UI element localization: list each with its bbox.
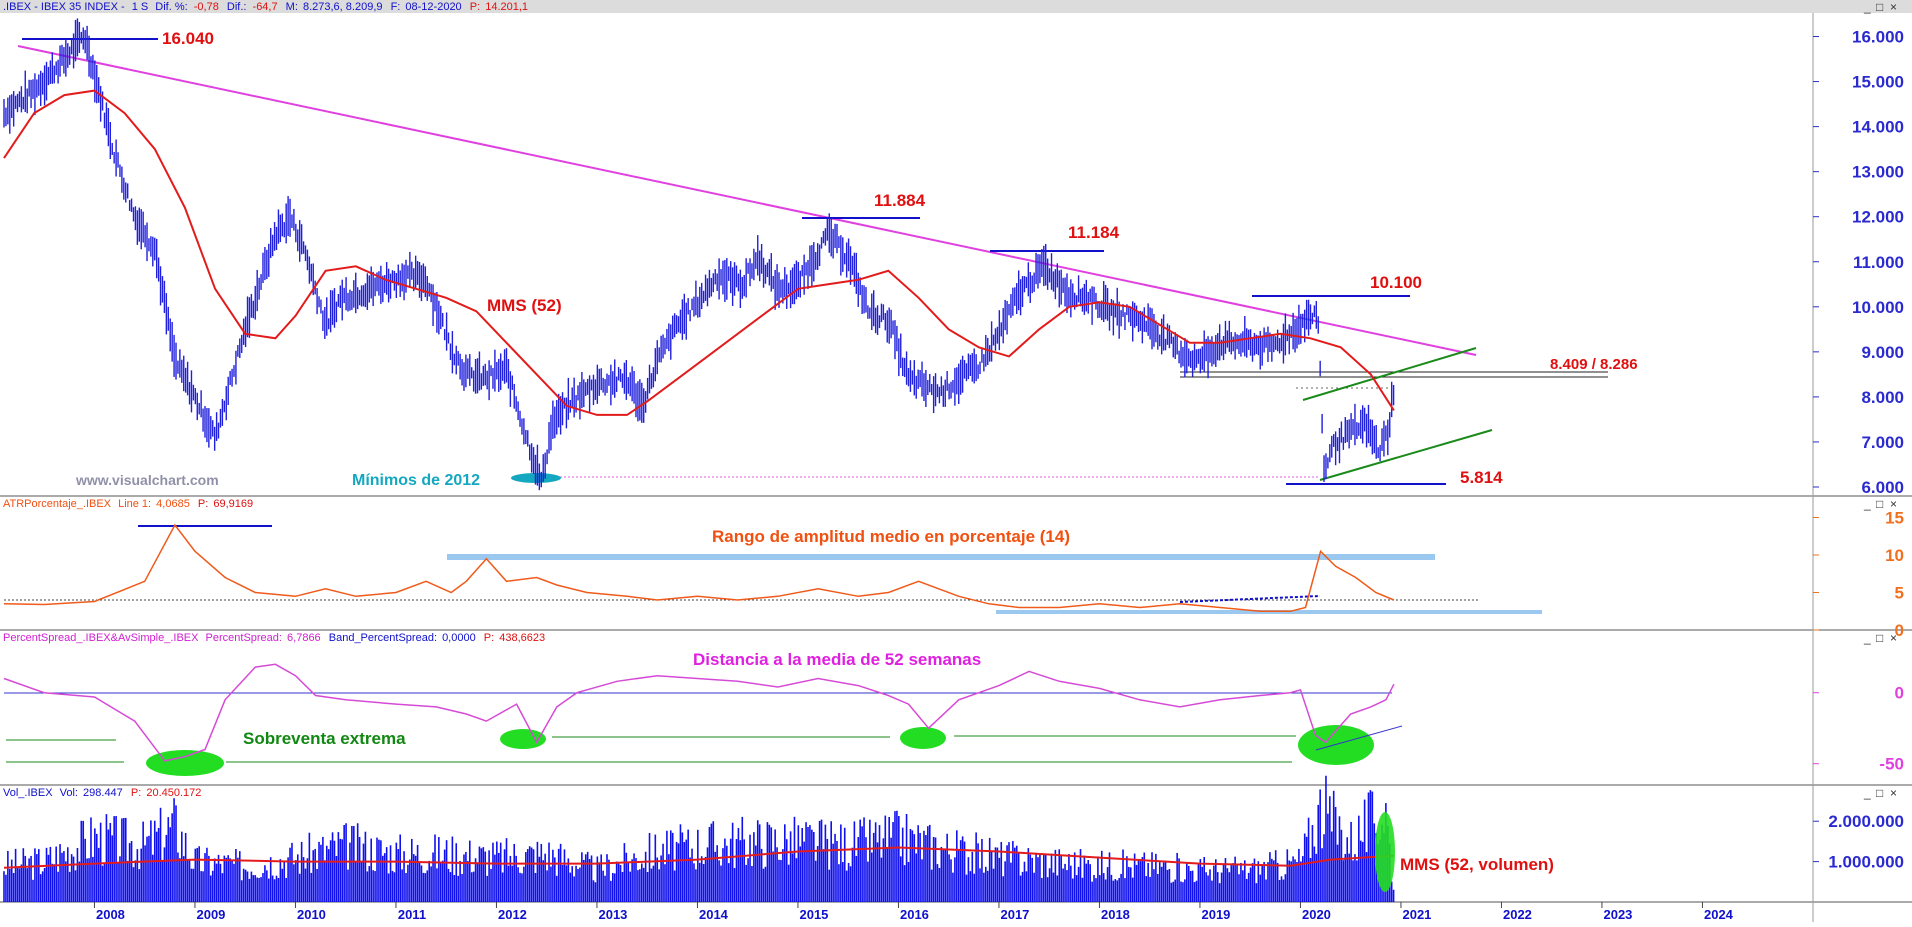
x-tick-label: 2015 bbox=[799, 907, 828, 922]
volume-spike-marker bbox=[1375, 812, 1395, 892]
x-tick-label: 2016 bbox=[900, 907, 929, 922]
maximize-button[interactable]: □ bbox=[1876, 497, 1883, 511]
x-tick-label: 2013 bbox=[598, 907, 627, 922]
price-header-bar bbox=[0, 0, 1912, 13]
watermark: www.visualchart.com bbox=[75, 472, 219, 488]
label-11184: 11.184 bbox=[1068, 223, 1120, 242]
volume-window-buttons: _ □ × bbox=[1863, 786, 1897, 800]
oversold-marker-2016 bbox=[900, 727, 946, 749]
price-drawings bbox=[17, 38, 1608, 485]
y-tick-label: 2.000.000 bbox=[1828, 812, 1904, 831]
y-tick-label: 15.000 bbox=[1852, 73, 1904, 92]
downtrend-line bbox=[17, 45, 1477, 356]
spread-y-axis: 0 -50 bbox=[1813, 684, 1904, 774]
volume-header: Vol_.IBEX Vol: 298.447 P: 20.450.172 bbox=[3, 787, 201, 799]
y-tick-label: 0 bbox=[1895, 684, 1904, 703]
y-tick-label: 5 bbox=[1895, 584, 1904, 603]
label-16040: 16.040 bbox=[162, 29, 214, 48]
x-tick-label: 2019 bbox=[1201, 907, 1230, 922]
atr-header-bar bbox=[0, 497, 1912, 510]
mms-52-line bbox=[3, 89, 1395, 416]
label-5814: 5.814 bbox=[1460, 468, 1503, 487]
channel-lower-line bbox=[1319, 429, 1493, 481]
x-tick-label: 2008 bbox=[96, 907, 125, 922]
maximize-button[interactable]: □ bbox=[1876, 631, 1883, 645]
label-10100: 10.100 bbox=[1370, 273, 1422, 292]
atr-dashed-segment bbox=[1179, 595, 1321, 603]
y-tick-label: 1.000.000 bbox=[1828, 853, 1904, 872]
price-header: .IBEX - IBEX 35 INDEX - 1 S Dif. %: -0,7… bbox=[3, 1, 528, 13]
price-bars bbox=[3, 18, 1395, 491]
oversold-marker-2012 bbox=[500, 729, 546, 749]
y-tick-label: 9.000 bbox=[1861, 343, 1904, 362]
x-tick-label: 2017 bbox=[1000, 907, 1029, 922]
spread-title: Distancia a la media de 52 semanas bbox=[693, 650, 981, 669]
minimize-button[interactable]: _ bbox=[1863, 786, 1871, 800]
oversold-marker-2008 bbox=[146, 750, 224, 776]
volume-y-axis: 2.000.000 1.000.000 bbox=[1813, 812, 1904, 872]
x-tick-label: 2011 bbox=[398, 907, 426, 922]
y-tick-label: 16.000 bbox=[1852, 28, 1904, 47]
spread-window-buttons: _ □ × bbox=[1863, 631, 1897, 645]
label-11884: 11.884 bbox=[874, 191, 926, 210]
x-tick-label: 2018 bbox=[1101, 907, 1130, 922]
x-axis: 2008 2009 2010 2011 2012 2013 2014 2015 2016 2017… bbox=[93, 902, 1734, 922]
y-tick-label: 11.000 bbox=[1853, 253, 1904, 272]
spread-header: PercentSpread_.IBEX&AvSimple_.IBEX Perce… bbox=[3, 632, 545, 644]
x-tick-label: 2010 bbox=[297, 907, 326, 922]
y-tick-label: 6.000 bbox=[1861, 478, 1904, 497]
price-y-axis: 16.000 15.000 14.000 13.000 12.000 11.000 10.0… bbox=[1813, 28, 1904, 497]
minimize-button[interactable]: _ bbox=[1863, 631, 1871, 645]
label-lows-2012: Mínimos de 2012 bbox=[352, 472, 480, 489]
atr-header: ATRPorcentaje_.IBEX Line 1: 4,0685 P: 69… bbox=[3, 498, 253, 510]
y-tick-label: 10 bbox=[1885, 546, 1904, 565]
y-tick-label: 7.000 bbox=[1861, 433, 1904, 452]
maximize-button[interactable]: □ bbox=[1876, 786, 1883, 800]
y-tick-label: 15 bbox=[1885, 509, 1904, 528]
spread-trend-line bbox=[1315, 725, 1403, 751]
atr-title: Rango de amplitud medio en porcentaje (1… bbox=[712, 527, 1070, 546]
label-resistance: 8.409 / 8.286 bbox=[1550, 356, 1638, 373]
atr-y-axis: 15 10 5 0 bbox=[1813, 509, 1904, 640]
spread-drawings bbox=[4, 692, 1403, 776]
y-tick-label: 8.000 bbox=[1861, 388, 1904, 407]
channel-upper-line bbox=[1302, 347, 1477, 401]
y-tick-label: -50 bbox=[1879, 755, 1904, 774]
label-mms: MMS (52) bbox=[487, 296, 562, 315]
close-button[interactable]: × bbox=[1890, 0, 1897, 14]
y-tick-label: 13.000 bbox=[1852, 163, 1904, 182]
price-annotations: 16.040 11.884 11.184 10.100 8.409 / 8.28… bbox=[75, 29, 1638, 489]
y-tick-label: 10.000 bbox=[1852, 298, 1904, 317]
atr-window-buttons: _ □ × bbox=[1863, 497, 1897, 511]
x-tick-label: 2023 bbox=[1603, 907, 1632, 922]
atr-line bbox=[3, 523, 1395, 613]
close-button[interactable]: × bbox=[1890, 631, 1897, 645]
volume-mms-line bbox=[3, 846, 1394, 869]
x-tick-label: 2012 bbox=[498, 907, 527, 922]
spread-line bbox=[3, 663, 1395, 762]
minimize-button[interactable]: _ bbox=[1863, 497, 1871, 511]
close-button[interactable]: × bbox=[1890, 786, 1897, 800]
x-tick-label: 2024 bbox=[1704, 907, 1734, 922]
x-tick-label: 2014 bbox=[699, 907, 729, 922]
price-window-buttons: _ □ × bbox=[1863, 0, 1897, 14]
y-tick-label: 0 bbox=[1895, 621, 1904, 640]
minimize-button[interactable]: _ bbox=[1863, 0, 1871, 14]
maximize-button[interactable]: □ bbox=[1876, 0, 1883, 14]
x-tick-label: 2009 bbox=[196, 907, 225, 922]
x-tick-label: 2021 bbox=[1402, 907, 1431, 922]
oversold-label: Sobreventa extrema bbox=[243, 729, 406, 748]
volume-mms-label: MMS (52, volumen) bbox=[1400, 855, 1554, 874]
oversold-marker-2020 bbox=[1298, 725, 1374, 765]
y-tick-label: 14.000 bbox=[1852, 118, 1904, 137]
y-tick-label: 12.000 bbox=[1852, 208, 1904, 227]
x-tick-label: 2022 bbox=[1503, 907, 1532, 922]
close-button[interactable]: × bbox=[1890, 497, 1897, 511]
x-tick-label: 2020 bbox=[1302, 907, 1331, 922]
